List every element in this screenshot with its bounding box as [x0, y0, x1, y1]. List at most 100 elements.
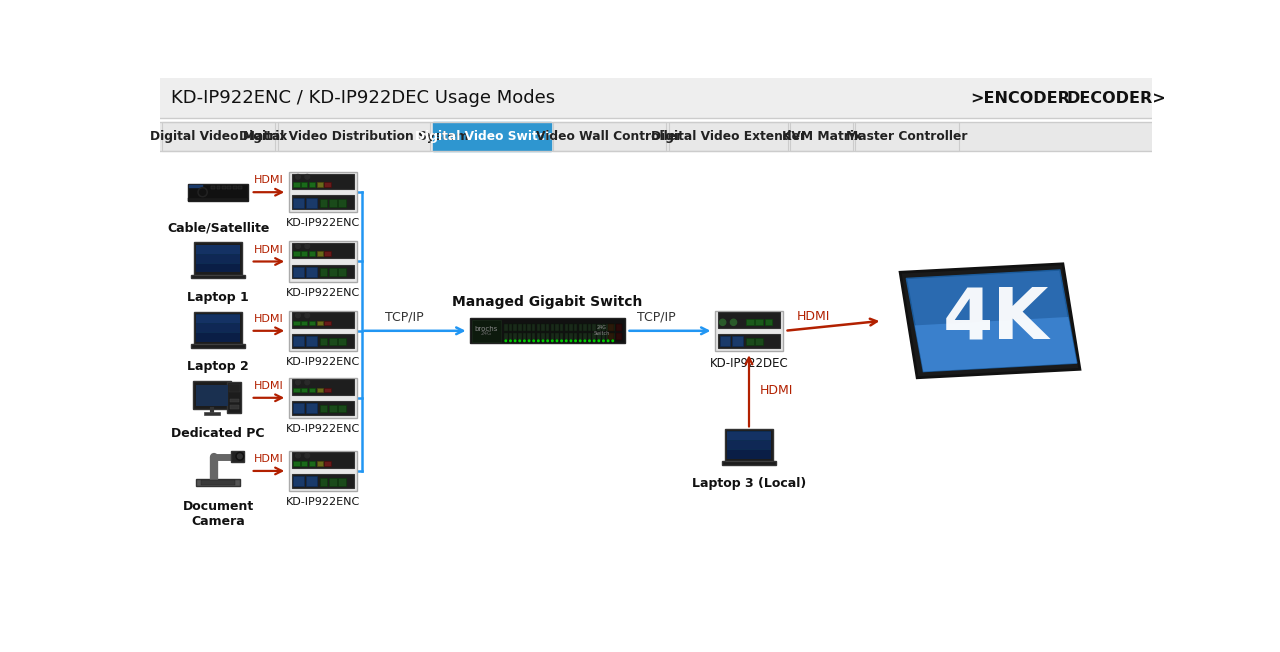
Bar: [316, 388, 323, 393]
Text: brochs: brochs: [475, 326, 498, 333]
Bar: [570, 324, 572, 331]
Bar: [471, 320, 500, 342]
Bar: [320, 338, 328, 346]
Bar: [196, 244, 239, 273]
Bar: [278, 122, 430, 151]
Bar: [855, 122, 959, 151]
Bar: [338, 199, 346, 207]
Bar: [719, 336, 731, 346]
Bar: [188, 184, 248, 201]
Bar: [292, 452, 353, 468]
Circle shape: [547, 340, 548, 342]
Bar: [553, 122, 666, 151]
Bar: [301, 252, 307, 256]
Bar: [308, 321, 315, 325]
Bar: [504, 333, 508, 340]
Bar: [320, 199, 328, 207]
Circle shape: [580, 340, 581, 342]
Text: KD-IP922ENC / KD-IP922DEC Usage Modes: KD-IP922ENC / KD-IP922DEC Usage Modes: [170, 89, 556, 108]
Bar: [324, 388, 330, 393]
Bar: [732, 336, 742, 346]
Text: DECODER>: DECODER>: [1066, 91, 1166, 106]
Bar: [195, 243, 242, 274]
Bar: [161, 122, 275, 151]
Bar: [229, 398, 239, 402]
Bar: [611, 324, 614, 331]
Bar: [292, 243, 353, 258]
Bar: [470, 318, 625, 343]
Bar: [559, 333, 563, 340]
Bar: [755, 338, 763, 346]
Bar: [316, 321, 323, 325]
Circle shape: [296, 175, 301, 179]
Text: KD-IP922ENC: KD-IP922ENC: [285, 357, 360, 367]
Bar: [211, 186, 215, 189]
Bar: [579, 324, 582, 331]
Circle shape: [305, 244, 310, 248]
Bar: [293, 461, 300, 466]
Bar: [727, 450, 771, 458]
Bar: [324, 321, 330, 325]
Bar: [308, 461, 315, 466]
Text: Managed Gigabit Switch: Managed Gigabit Switch: [452, 295, 643, 309]
Circle shape: [305, 380, 310, 385]
Bar: [518, 333, 521, 340]
Text: Document
Camera: Document Camera: [183, 500, 253, 528]
Bar: [196, 324, 239, 333]
Text: Video Wall Controller: Video Wall Controller: [536, 130, 682, 143]
Bar: [221, 186, 225, 189]
Bar: [508, 324, 512, 331]
Bar: [338, 269, 346, 276]
Bar: [596, 333, 600, 340]
Text: Digital Video Distribution System: Digital Video Distribution System: [239, 130, 468, 143]
Bar: [301, 461, 307, 466]
Text: TCP/IP: TCP/IP: [636, 310, 676, 323]
Bar: [292, 196, 353, 209]
Circle shape: [731, 319, 736, 325]
Bar: [308, 182, 315, 187]
Text: HDMI: HDMI: [253, 175, 284, 185]
Bar: [579, 333, 582, 340]
Bar: [338, 338, 346, 346]
Bar: [547, 333, 549, 340]
Circle shape: [509, 340, 511, 342]
Circle shape: [529, 340, 530, 342]
Bar: [727, 441, 771, 449]
Bar: [616, 333, 622, 340]
Bar: [608, 333, 614, 340]
Bar: [293, 182, 300, 187]
Bar: [550, 333, 554, 340]
Bar: [293, 336, 305, 346]
Circle shape: [506, 340, 507, 342]
Bar: [205, 413, 220, 415]
Bar: [522, 333, 526, 340]
Bar: [193, 381, 230, 409]
Bar: [573, 324, 577, 331]
Bar: [189, 185, 204, 188]
Circle shape: [518, 340, 521, 342]
Bar: [329, 338, 337, 346]
Polygon shape: [906, 270, 1076, 372]
Circle shape: [532, 340, 535, 342]
Bar: [324, 252, 330, 256]
Bar: [755, 319, 763, 325]
Bar: [201, 480, 236, 485]
Bar: [513, 324, 517, 331]
Bar: [160, 122, 1152, 151]
Bar: [433, 122, 550, 151]
Text: 24G
Switch: 24G Switch: [594, 325, 609, 336]
Text: 24G: 24G: [481, 331, 492, 336]
Circle shape: [575, 340, 576, 342]
Bar: [616, 324, 622, 331]
Circle shape: [612, 340, 613, 342]
Bar: [195, 312, 242, 344]
Bar: [292, 173, 353, 189]
Bar: [293, 477, 305, 486]
Text: >ENCODER: >ENCODER: [970, 91, 1070, 106]
Bar: [308, 388, 315, 393]
Bar: [508, 333, 512, 340]
Bar: [556, 333, 559, 340]
Bar: [160, 78, 1152, 118]
Bar: [293, 267, 305, 277]
Circle shape: [296, 380, 301, 385]
